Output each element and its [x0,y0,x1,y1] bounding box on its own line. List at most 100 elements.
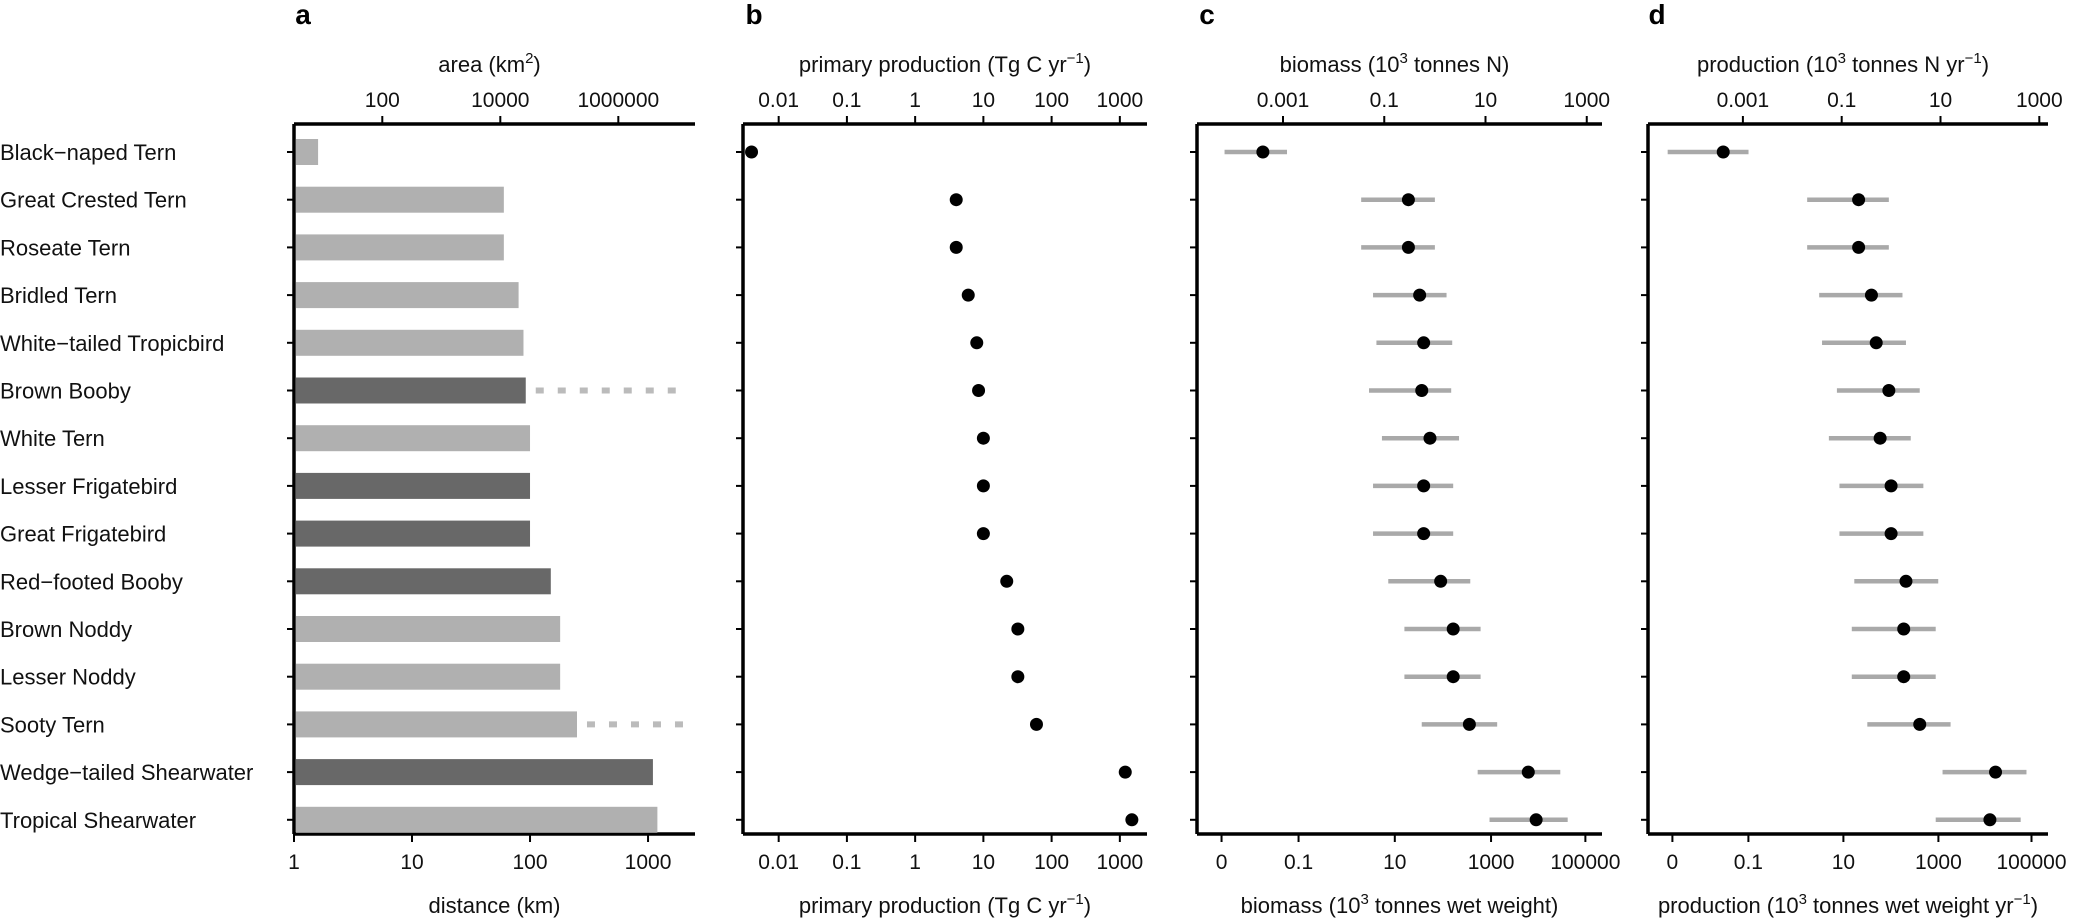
bar [296,568,551,595]
data-point [1417,479,1431,493]
top-axis-title: production (103 tonnes N yr−1) [1697,50,1989,77]
top-axis-title-sup: −1 [1965,50,1982,67]
data-point [1884,479,1898,493]
x-tick-label: 0.1 [1734,851,1763,874]
bar [296,186,504,213]
top-axis-title-part: primary production (Tg C yr [799,52,1067,77]
x-axis-title-part: ) [2031,893,2038,918]
top-axis-title-part: tonnes N yr [1846,52,1965,77]
category-label: Brown Noddy [0,617,132,642]
top-tick-label: 1000 [1563,89,1610,112]
data-point [1413,288,1427,302]
top-tick-label: 10 [1474,89,1497,112]
top-tick-label: 1000 [1096,89,1143,112]
data-point [1417,527,1431,541]
x-tick-label: 0.1 [1284,851,1313,874]
top-axis-title-part: area (km [438,52,525,77]
data-point [1884,527,1898,541]
data-point [976,431,990,445]
data-point [1897,622,1911,636]
x-tick-label: 0.01 [758,851,799,874]
x-tick-label: 1 [909,851,921,874]
data-point [1417,336,1431,350]
category-label: White Tern [0,426,105,451]
data-point [1446,670,1460,684]
category-label: Sooty Tern [0,712,105,737]
x-axis-title: primary production (Tg C yr−1) [799,891,1091,918]
bar [296,329,524,356]
data-point [1011,622,1025,636]
x-tick-label: 100000 [1996,851,2066,874]
panel-a: a 1 10 100 1000 distance (km) 100 10000 1000000 [287,0,695,918]
panel-letter-c: c [1199,0,1215,30]
x-axis-title: distance (km) [428,893,560,918]
x-axis-title-sup: 3 [1360,891,1368,908]
x-tick-label: 10 [972,851,995,874]
x-axis-title-part: tonnes wet weight yr [1807,893,2014,918]
bar [296,616,561,642]
top-tick-label: 100 [1034,89,1069,112]
data-point [1462,717,1476,731]
category-label: Brown Booby [0,379,131,404]
x-tick-label: 1000 [1096,851,1143,874]
data-point [1864,288,1878,302]
data-point [1256,145,1270,159]
bar [296,139,319,165]
top-tick-label: 0.01 [758,89,799,112]
x-axis-title: production (103 tonnes wet weight yr−1) [1658,891,2038,918]
x-tick-label: 10 [400,851,423,874]
x-tick-label: 0.1 [832,851,861,874]
top-axis-title-sup: −1 [1067,50,1084,67]
data-point [949,240,963,254]
top-tick-label: 1000000 [577,89,659,112]
category-label: Black−naped Tern [0,140,176,165]
panel-b: b 0.01 0.01 0.1 0.1 1 1 10 10 100 100 1000 1000 [736,0,1147,874]
top-tick-label: 1000 [2016,89,2063,112]
top-tick-label: 100 [365,89,400,112]
panel-letter-b: b [745,0,762,30]
data-point [1852,193,1866,207]
data-point [961,288,975,302]
data-point [1983,813,1997,827]
x-axis-title: biomass (103 tonnes wet weight) [1241,891,1559,918]
x-axis-title-sup: −1 [1067,891,1084,908]
top-axis-title-part: ) [1982,52,1989,77]
category-label: White−tailed Tropicbird [0,331,224,356]
data-point [1011,670,1025,684]
top-tick-label: 0.1 [832,89,861,112]
top-axis-title-sup: 3 [1838,50,1846,67]
bar [296,663,561,690]
top-axis-title-sup: 2 [525,50,533,67]
data-point [1029,717,1043,731]
data-point [1521,765,1535,779]
bar [296,425,531,452]
panel-c: c 0.001 0.1 10 1000 0 0.1 10 1000 100000 [1190,0,1620,874]
panel-d: d 0.001 0.1 10 1000 0 0.1 10 1000 100000 [1641,0,2067,874]
data-point [745,145,759,159]
x-tick-label: 100 [1034,851,1069,874]
top-axis-title: primary production (Tg C yr−1) [799,50,1091,77]
data-point [976,479,990,493]
data-point [1423,431,1437,445]
top-axis-title-part: production (10 [1697,52,1838,77]
top-axis-title-part: tonnes N) [1408,52,1510,77]
data-point [1000,574,1014,588]
bar [296,520,531,547]
x-axis-title-sup: −1 [2014,891,2031,908]
data-point [1716,145,1730,159]
data-point [1852,240,1866,254]
x-axis-title-part: production (10 [1658,893,1799,918]
x-tick-label: 100 [513,851,548,874]
bar [296,759,653,786]
x-axis-title-part: ) [1084,893,1091,918]
top-axis-title: biomass (103 tonnes N) [1280,50,1510,77]
bar [296,711,577,738]
category-label: Great Crested Tern [0,188,187,213]
data-point [972,384,986,397]
x-tick-label: 10 [1383,851,1406,874]
panel-letter-d: d [1648,0,1665,30]
data-point [1869,336,1883,350]
x-axis-title-part: primary production (Tg C yr [799,893,1067,918]
data-point [970,336,984,350]
